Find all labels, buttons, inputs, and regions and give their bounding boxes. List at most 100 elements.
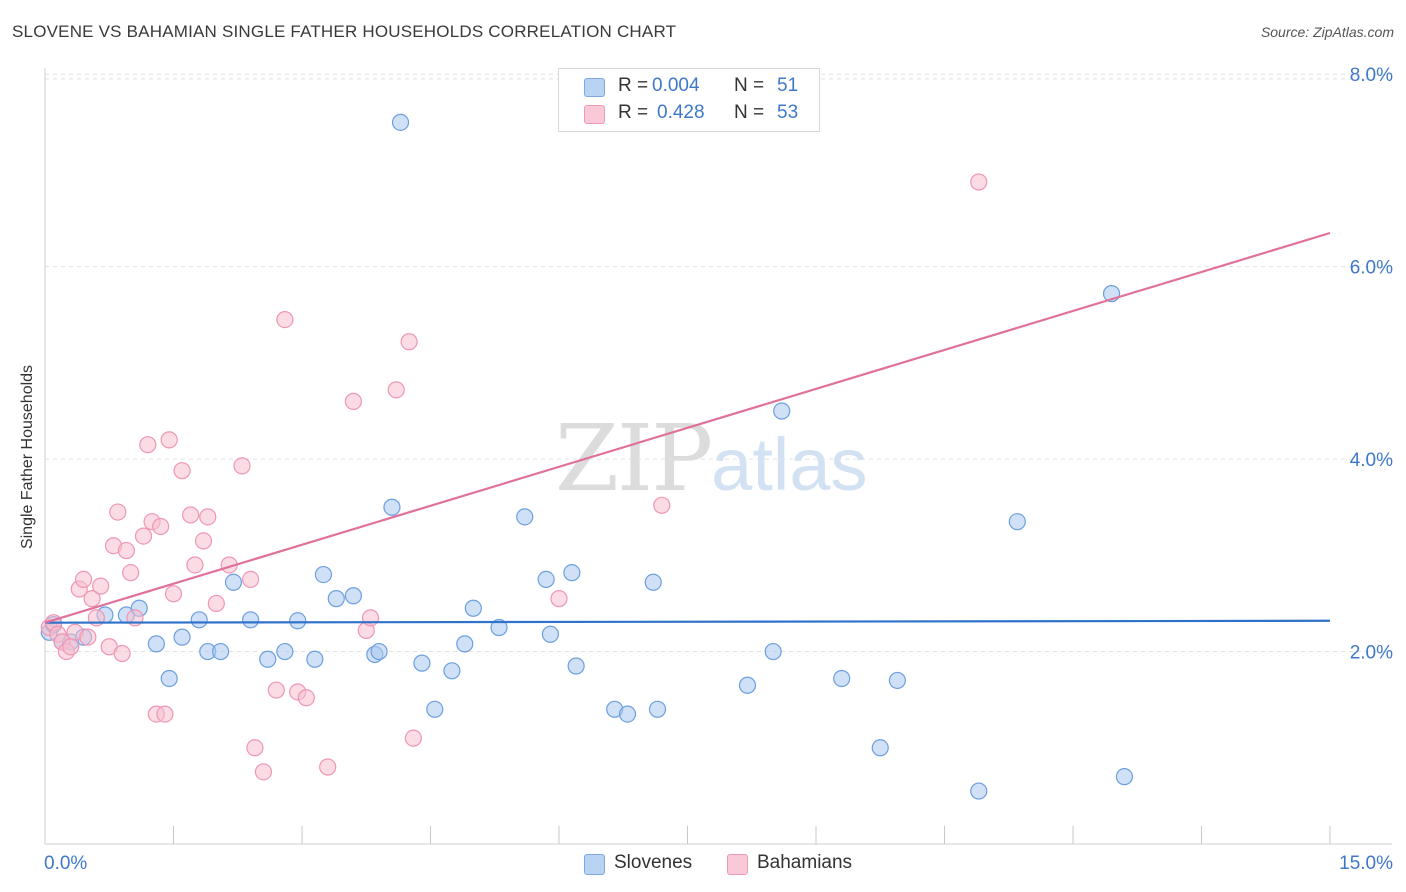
legend-n-value: 53: [777, 102, 799, 123]
point-slovenes: [541, 625, 560, 643]
point-slovenes: [212, 642, 230, 661]
legend-swatch-bahamians: [584, 105, 605, 124]
point-slovenes: [327, 590, 345, 608]
point-bahamians: [361, 609, 380, 627]
point-bahamians: [207, 594, 225, 613]
point-bahamians: [199, 508, 217, 526]
point-bahamians: [122, 564, 140, 582]
y-tick-label: 2.0%: [1350, 643, 1393, 664]
chart-title: SLOVENE VS BAHAMIAN SINGLE FATHER HOUSEH…: [12, 22, 677, 41]
point-bahamians: [297, 689, 315, 707]
x-tick-label: 15.0%: [1339, 853, 1393, 874]
point-bahamians: [79, 628, 97, 646]
point-bahamians: [387, 381, 405, 399]
point-bahamians: [242, 570, 260, 588]
legend-swatch-slovenes: [584, 78, 605, 97]
y-tick-label: 4.0%: [1350, 450, 1393, 471]
legend-box: R = 0.004 N = 51 R = 0.428 N = 53: [558, 68, 820, 132]
point-bahamians: [550, 590, 568, 608]
point-bahamians: [267, 681, 285, 699]
point-slovenes: [490, 618, 508, 637]
point-bahamians: [62, 638, 80, 656]
point-slovenes: [537, 570, 555, 588]
point-slovenes: [259, 650, 277, 668]
point-bahamians: [319, 758, 337, 776]
point-slovenes: [563, 564, 581, 582]
point-slovenes: [224, 573, 243, 591]
point-slovenes: [833, 669, 851, 688]
legend-r-label: R =: [618, 75, 649, 96]
point-bahamians: [254, 763, 273, 781]
bottom-legend-label-bahamians: Bahamians: [757, 852, 853, 873]
point-bahamians: [139, 436, 157, 454]
point-bahamians: [182, 506, 200, 524]
bottom-legend-swatch-slovenes: [584, 854, 605, 875]
point-slovenes: [426, 700, 444, 718]
point-slovenes: [173, 628, 191, 646]
trendline-bahamians: [44, 231, 1331, 624]
point-slovenes: [464, 599, 482, 617]
point-bahamians: [117, 541, 135, 560]
y-tick-label: 6.0%: [1350, 258, 1393, 279]
point-bahamians: [83, 590, 101, 608]
point-slovenes: [970, 782, 988, 800]
point-slovenes: [648, 700, 667, 718]
point-bahamians: [152, 517, 170, 536]
legend-n-label: N =: [734, 102, 765, 123]
point-slovenes: [456, 635, 474, 653]
point-slovenes: [413, 654, 431, 672]
point-slovenes: [190, 611, 208, 629]
point-slovenes: [314, 565, 333, 584]
point-slovenes: [773, 402, 791, 420]
point-slovenes: [306, 650, 324, 668]
point-slovenes: [644, 573, 662, 591]
point-slovenes: [764, 642, 782, 661]
legend-r-value: 0.004: [652, 75, 700, 96]
point-slovenes: [370, 642, 388, 661]
legend-r-value: 0.428: [657, 102, 705, 123]
point-slovenes: [383, 498, 401, 516]
point-bahamians: [970, 173, 988, 191]
point-slovenes: [391, 113, 410, 131]
point-bahamians: [164, 585, 183, 603]
point-slovenes: [344, 587, 362, 605]
point-bahamians: [113, 644, 131, 663]
point-bahamians: [156, 705, 174, 723]
point-bahamians: [173, 462, 191, 480]
point-bahamians: [653, 496, 671, 514]
point-slovenes: [567, 657, 585, 675]
point-bahamians: [404, 729, 422, 747]
bottom-legend-label-slovenes: Slovenes: [614, 852, 693, 873]
point-bahamians: [233, 457, 251, 475]
bottom-legend-swatch-bahamians: [727, 854, 748, 875]
x-tick-label: 0.0%: [44, 853, 87, 874]
point-slovenes: [1115, 768, 1134, 786]
point-bahamians: [246, 739, 264, 757]
point-slovenes: [738, 676, 757, 694]
source-label: Source: ZipAtlas.com: [1260, 24, 1394, 40]
point-slovenes: [289, 612, 307, 630]
legend-r-label: R =: [618, 102, 649, 123]
point-bahamians: [160, 431, 178, 449]
point-slovenes: [516, 508, 534, 526]
point-bahamians: [134, 527, 153, 545]
legend-n-value: 51: [777, 75, 799, 96]
point-bahamians: [400, 333, 418, 351]
point-bahamians: [74, 570, 93, 588]
point-slovenes: [147, 635, 165, 653]
point-slovenes: [1008, 513, 1026, 531]
point-slovenes: [276, 642, 294, 661]
point-slovenes: [871, 739, 889, 757]
point-bahamians: [276, 311, 294, 329]
point-slovenes: [160, 669, 178, 688]
point-slovenes: [618, 705, 637, 723]
point-slovenes: [888, 671, 906, 690]
point-bahamians: [186, 556, 204, 574]
y-tick-label: 8.0%: [1350, 65, 1393, 86]
point-bahamians: [194, 532, 213, 550]
trendline-slovenes: [44, 619, 1331, 624]
point-bahamians: [109, 503, 127, 521]
point-bahamians: [92, 577, 110, 595]
point-bahamians: [344, 392, 362, 410]
